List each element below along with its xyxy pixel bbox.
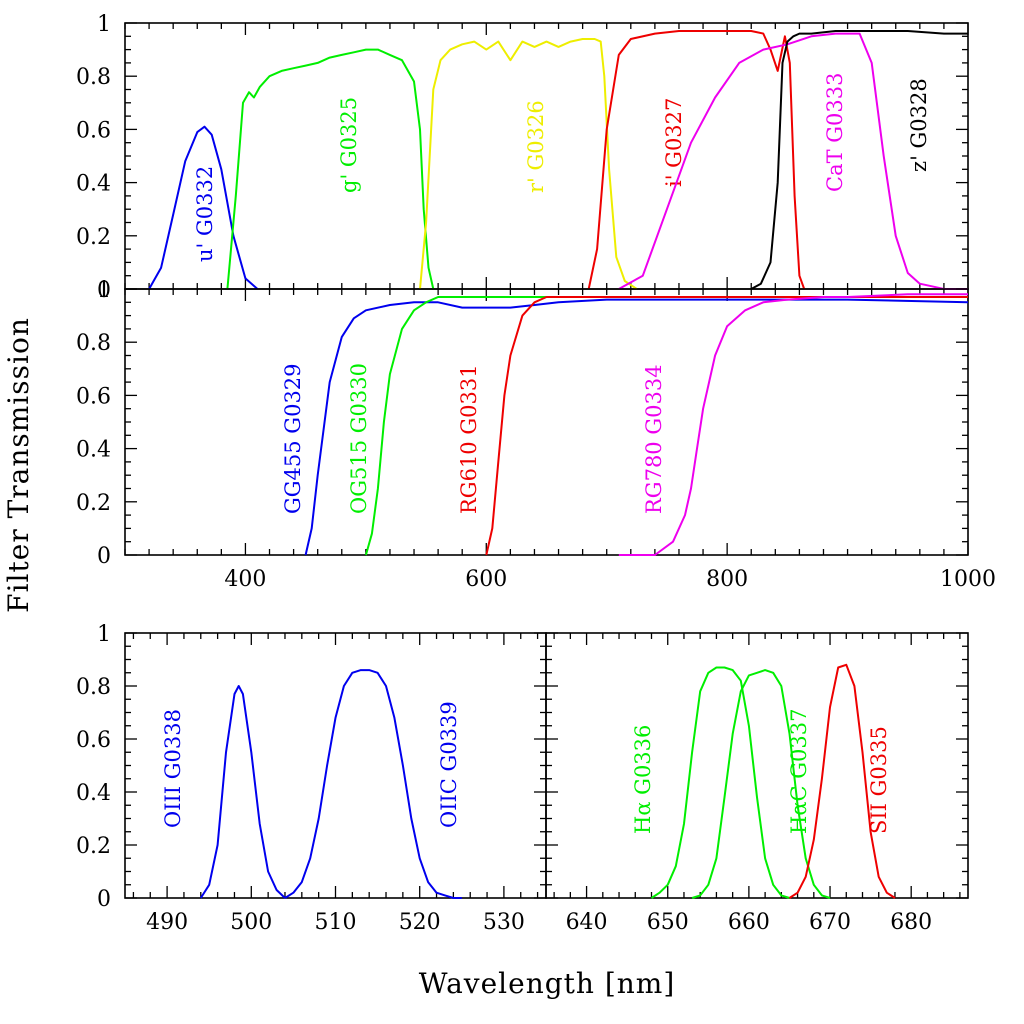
y-axis-title: Filter Transmission <box>2 317 35 613</box>
series-label: SII G0335 <box>867 726 891 834</box>
y-tick-label: 0.2 <box>76 491 111 516</box>
y-tick-label: 0 <box>97 887 111 912</box>
series-line <box>587 30 806 290</box>
y-tick-label: 0.6 <box>76 118 111 143</box>
series-label: g' G0325 <box>337 97 361 193</box>
y-tick-label: 0.8 <box>76 65 111 90</box>
series-line <box>788 663 896 899</box>
x-tick-label: 530 <box>483 910 525 935</box>
series-line <box>618 32 968 290</box>
panel-OIII: 0 0.2 0.4 0.6 0.8 1 490 500 510 520 530 OIII G0338 O… <box>76 622 547 935</box>
series-label: z' G0328 <box>907 78 931 172</box>
panel-Halpha-SII: 640 650 660 670 680 Hα G0336 HαC G0337 SII G033… <box>545 632 969 935</box>
series-label: RG610 G0331 <box>457 364 481 514</box>
y-tick-label: 0.4 <box>76 781 111 806</box>
series-label: OG515 G0330 <box>347 363 371 514</box>
x-axis-title: Wavelength [nm] <box>419 967 676 1000</box>
x-tick-label: 650 <box>647 910 689 935</box>
series-label: OIIC G0339 <box>437 701 461 828</box>
y-tick-label: 1 <box>97 278 111 303</box>
y-tick-label: 0.2 <box>76 225 111 250</box>
y-tick-label: 1 <box>97 12 111 37</box>
y-tick-label: 0.8 <box>76 331 111 356</box>
x-tick-label: 670 <box>809 910 851 935</box>
x-tick-label: 660 <box>728 910 770 935</box>
x-tick-label: 490 <box>146 910 188 935</box>
series-label: CaT G0333 <box>823 73 847 193</box>
series-label: u' G0332 <box>193 166 217 262</box>
y-tick-label: 0.6 <box>76 384 111 409</box>
series-line <box>199 685 286 899</box>
x-tick-label: 800 <box>706 567 748 592</box>
series-line <box>419 38 638 290</box>
series-line <box>691 669 831 899</box>
y-tick-label: 0 <box>97 278 111 303</box>
series-line <box>750 30 968 290</box>
panel-longpass: 0 0.2 0.4 0.6 0.8 1 400 600 800 1000 GG455 G0329 OG… <box>76 278 996 592</box>
series-line <box>618 293 968 556</box>
series-label: OIII G0338 <box>161 709 185 828</box>
x-tick-label: 640 <box>566 910 608 935</box>
series-label: i' G0327 <box>662 98 686 187</box>
series-line <box>284 669 462 899</box>
panels-group: 0 0.2 0.4 0.6 0.8 1 u' G0332 g' G0325 r' G0326 i'… <box>76 12 996 935</box>
series-line <box>226 48 435 290</box>
x-tick-label: 400 <box>224 567 266 592</box>
series-line <box>485 296 968 556</box>
y-tick-label: 0 <box>97 544 111 569</box>
y-tick-label: 0.6 <box>76 728 111 753</box>
series-line <box>304 298 969 556</box>
y-tick-label: 1 <box>97 622 111 647</box>
x-tick-label: 1000 <box>940 567 996 592</box>
series-label: HαC G0337 <box>787 709 811 834</box>
y-tick-label: 0.8 <box>76 675 111 700</box>
x-tick-label: 680 <box>890 910 932 935</box>
panel-broadband: 0 0.2 0.4 0.6 0.8 1 u' G0332 g' G0325 r' G0326 i'… <box>76 12 969 303</box>
series-label: Hα G0336 <box>631 725 655 834</box>
series-line <box>148 125 259 290</box>
y-tick-label: 0.4 <box>76 438 111 463</box>
series-line <box>650 666 790 899</box>
y-tick-label: 0.4 <box>76 172 111 197</box>
y-tick-label: 0.2 <box>76 834 111 859</box>
x-tick-label: 520 <box>399 910 441 935</box>
series-label: r' G0326 <box>524 100 548 193</box>
x-tick-label: 600 <box>465 567 507 592</box>
x-tick-label: 500 <box>230 910 272 935</box>
plot-frame <box>124 288 969 556</box>
series-label: GG455 G0329 <box>281 363 305 514</box>
plot-frame <box>124 632 547 899</box>
x-tick-label: 510 <box>315 910 357 935</box>
series-label: RG780 G0334 <box>642 364 666 514</box>
